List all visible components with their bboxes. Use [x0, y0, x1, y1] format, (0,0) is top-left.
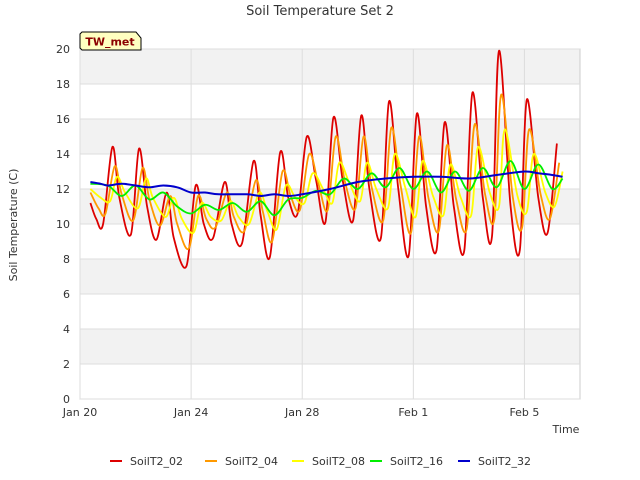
legend-label-soilt2-04: SoilT2_04 [225, 455, 278, 468]
x-tick-label: Jan 28 [284, 406, 319, 419]
series-soilt2-16-line [90, 160, 564, 217]
y-tick-label: 18 [56, 78, 70, 91]
y-tick-label: 0 [63, 393, 70, 406]
y-tick-label: 10 [56, 218, 70, 231]
x-tick-label: Feb 1 [398, 406, 428, 419]
x-tick-label: Jan 24 [173, 406, 208, 419]
legend-label-soilt2-32: SoilT2_32 [478, 455, 531, 468]
plot-band [80, 224, 580, 259]
x-axis-label: Time [552, 423, 580, 436]
x-tick-label: Feb 5 [509, 406, 539, 419]
y-axis-label: Soil Temperature (C) [7, 169, 20, 282]
y-tick-label: 8 [63, 253, 70, 266]
y-tick-label: 20 [56, 43, 70, 56]
plot-band [80, 329, 580, 364]
legend-label-soilt2-02: SoilT2_02 [130, 455, 183, 468]
y-tick-label: 2 [63, 358, 70, 371]
x-tick-label: Jan 20 [62, 406, 97, 419]
y-tick-label: 14 [56, 148, 70, 161]
plot-band [80, 49, 580, 84]
legend-label-soilt2-16: SoilT2_16 [390, 455, 443, 468]
x-axis-ticks: Jan 20 Jan 24 Jan 28 Feb 1 Feb 5 [62, 406, 540, 419]
series-soilt2-04-line [89, 93, 561, 251]
plot-band [80, 259, 580, 294]
y-tick-label: 6 [63, 288, 70, 301]
series-layer [89, 49, 564, 269]
plot-band [80, 364, 580, 399]
badge-label: TW_met [85, 36, 134, 49]
y-axis-ticks: 0 2 4 6 8 10 12 14 16 18 20 [56, 43, 70, 406]
station-badge: TW_met [79, 31, 142, 51]
y-tick-label: 12 [56, 183, 70, 196]
badge-box [79, 31, 142, 51]
y-tick-label: 4 [63, 323, 70, 336]
legend-label-soilt2-08: SoilT2_08 [312, 455, 365, 468]
y-tick-label: 16 [56, 113, 70, 126]
legend: SoilT2_02 SoilT2_04 SoilT2_08 SoilT2_16 Soil… [110, 455, 531, 468]
series-soilt2-32-line [90, 170, 563, 197]
plot-band [80, 294, 580, 329]
chart-title: Soil Temperature Set 2 [246, 4, 394, 19]
